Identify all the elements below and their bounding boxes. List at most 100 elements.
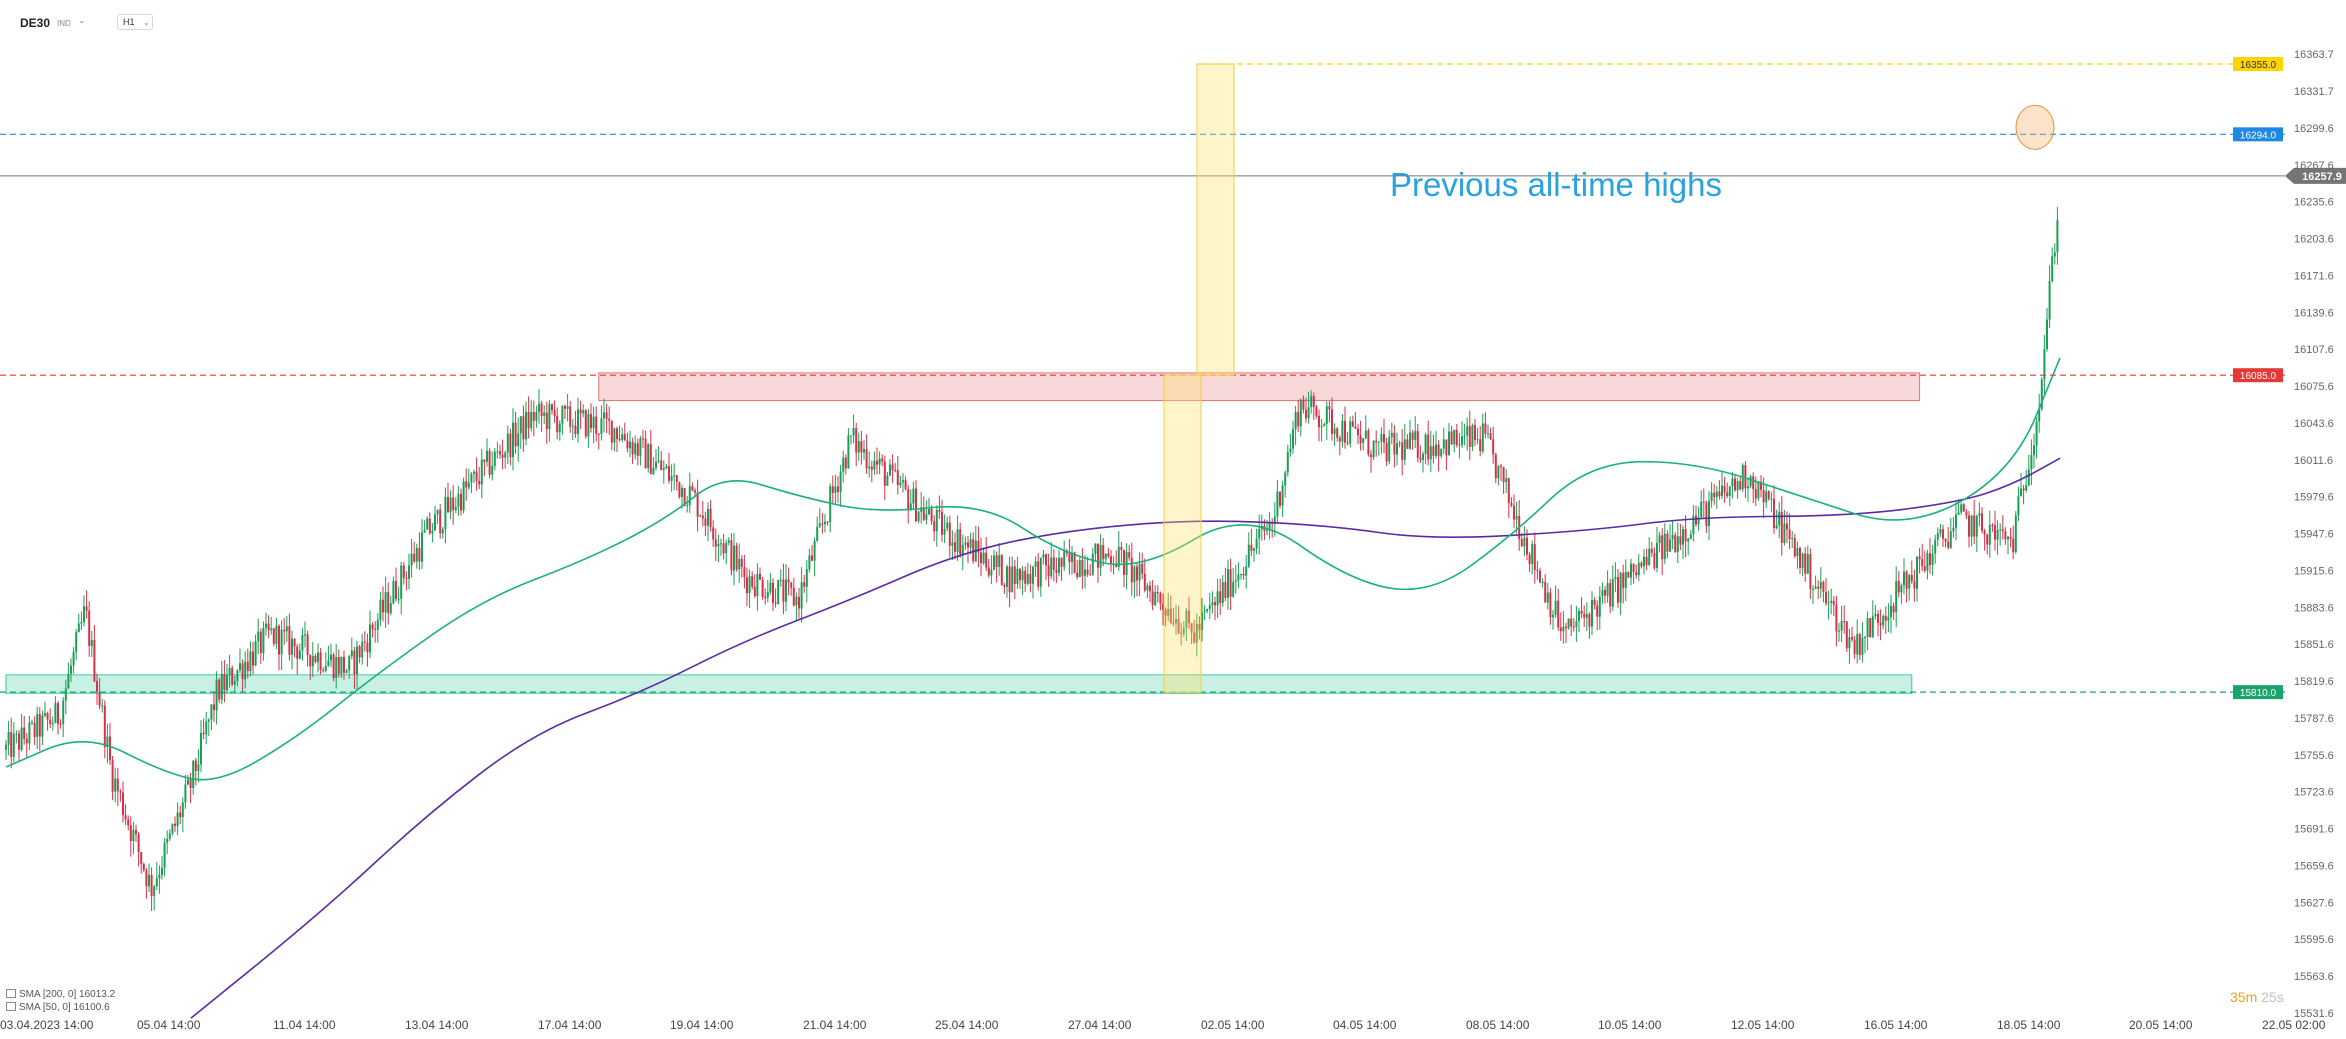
candle-body xyxy=(1390,432,1393,437)
overlay-layer: Previous all-time highs xyxy=(1163,63,2055,693)
countdown-seconds: 25s xyxy=(2261,989,2284,1005)
candle-body xyxy=(1346,442,1349,444)
candle-body xyxy=(288,626,291,655)
candle-body xyxy=(317,652,319,662)
candle-body xyxy=(587,414,590,437)
candle-body xyxy=(54,703,57,723)
candle-body xyxy=(415,547,418,562)
candle-body xyxy=(779,579,782,581)
symbol-label[interactable]: DE30 xyxy=(20,16,51,30)
legend-sma200[interactable]: SMA [200, 0] 16013.2 xyxy=(6,988,115,1001)
candle-body xyxy=(1627,571,1630,578)
candle-body xyxy=(985,552,988,568)
candle-body xyxy=(790,582,793,588)
candle-body xyxy=(813,540,816,561)
candle-body xyxy=(839,471,842,492)
candle-body xyxy=(818,523,821,527)
candle-body xyxy=(1983,530,1986,535)
candle-body xyxy=(1520,539,1523,547)
candle-body xyxy=(616,428,618,440)
candle-body xyxy=(681,488,683,498)
candle-body xyxy=(1214,602,1216,606)
candle-body xyxy=(896,470,899,485)
candle-body xyxy=(639,438,642,456)
candle-body xyxy=(1731,478,1734,487)
candle-body xyxy=(452,497,455,510)
candle-body xyxy=(1099,545,1102,568)
candle-body xyxy=(324,665,327,671)
candle-body xyxy=(2051,256,2054,282)
candle-body xyxy=(270,628,273,631)
candle-body xyxy=(733,545,735,571)
candle-body xyxy=(402,565,405,578)
legend-sma50[interactable]: SMA [50, 0] 16100.6 xyxy=(6,1001,115,1014)
candle-body xyxy=(1991,524,1994,526)
candle-body xyxy=(824,521,826,525)
candle-body xyxy=(1981,513,1983,531)
price-tick-label: 15851.6 xyxy=(2294,639,2334,651)
annotation-text: Previous all-time highs xyxy=(1390,166,1722,203)
candle-body xyxy=(1695,515,1697,525)
candle-body xyxy=(1767,491,1770,499)
candle-body xyxy=(1796,547,1799,557)
candle-body xyxy=(699,515,702,517)
candle-body xyxy=(1617,577,1619,603)
candle-body xyxy=(1934,539,1937,554)
candle-body xyxy=(1429,446,1432,460)
candle-body xyxy=(1559,627,1562,632)
candle-body xyxy=(746,577,748,594)
time-tick-label: 22.05 02:00 xyxy=(2262,1018,2326,1032)
candle-body xyxy=(512,422,514,458)
candle-body xyxy=(904,480,907,489)
candle-body xyxy=(57,703,59,724)
candle-body xyxy=(1640,562,1643,567)
candle-body xyxy=(2053,252,2056,257)
settings-icon[interactable] xyxy=(6,1002,16,1011)
candle-body xyxy=(2046,319,2048,350)
candle-body xyxy=(467,482,470,488)
candle-body xyxy=(1068,553,1071,563)
candle-body xyxy=(488,450,491,475)
candle-body xyxy=(410,553,413,566)
candle-body xyxy=(200,732,202,765)
price-tick-label: 15915.6 xyxy=(2294,565,2334,577)
candle-body xyxy=(1042,554,1045,558)
candle-body xyxy=(1318,415,1320,428)
candle-body xyxy=(855,428,858,453)
candle-body xyxy=(1367,430,1370,455)
candle-body xyxy=(837,486,839,492)
candle-body xyxy=(1370,454,1372,458)
candle-body xyxy=(1424,434,1427,454)
candle-body xyxy=(610,420,613,443)
candle-body xyxy=(254,641,257,666)
level-label: 15810.0 xyxy=(2240,688,2277,699)
candle-body xyxy=(1726,492,1729,496)
timeframe-selector[interactable]: H1 ⌄ xyxy=(117,14,153,30)
candle-body xyxy=(1307,407,1310,419)
candle-body xyxy=(1939,529,1942,534)
candle-body xyxy=(1006,566,1008,587)
price-tick-label: 16363.7 xyxy=(2294,49,2334,61)
candle-body xyxy=(1903,571,1905,586)
candle-body xyxy=(1890,605,1892,618)
candle-body xyxy=(348,656,351,671)
candle-body xyxy=(574,425,577,434)
candle-body xyxy=(1076,572,1079,578)
candle-body xyxy=(280,629,283,655)
candle-body xyxy=(1003,584,1006,587)
candle-body xyxy=(2007,536,2009,540)
candle-body xyxy=(163,842,166,868)
candle-body xyxy=(1830,600,1833,603)
candle-body xyxy=(1081,559,1084,576)
price-tick-label: 16235.6 xyxy=(2294,197,2334,209)
candle-body xyxy=(1091,553,1094,575)
candle-body xyxy=(1403,439,1406,460)
settings-icon[interactable] xyxy=(6,989,16,998)
candle-body xyxy=(192,760,195,789)
chevron-down-icon[interactable]: ⌄ xyxy=(78,15,86,25)
candle-body xyxy=(1773,498,1775,529)
time-tick-label: 21.04 14:00 xyxy=(803,1018,867,1032)
candle-body xyxy=(1284,472,1287,486)
candle-body xyxy=(1549,592,1552,618)
